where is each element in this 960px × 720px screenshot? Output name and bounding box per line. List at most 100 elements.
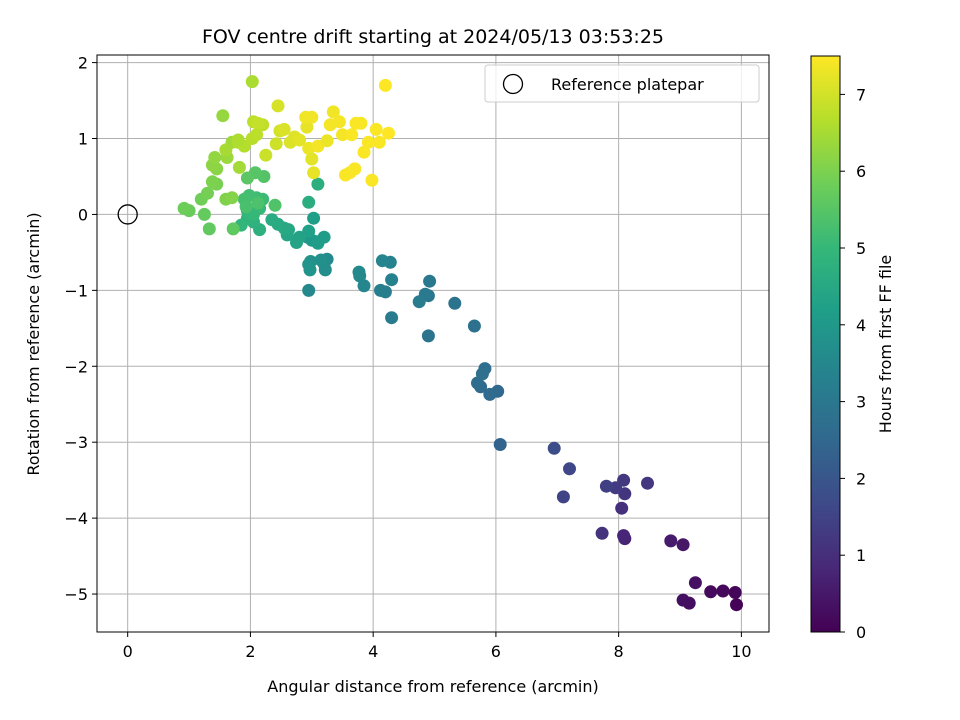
- y-tick-label: −4: [64, 509, 88, 528]
- data-point: [302, 195, 316, 209]
- data-point: [374, 283, 387, 297]
- data-point: [293, 133, 306, 147]
- data-point: [269, 137, 283, 151]
- data-point: [348, 162, 362, 176]
- data-point: [302, 224, 316, 238]
- data-point: [361, 135, 375, 149]
- colorbar-gradient: [810, 55, 841, 633]
- data-point: [704, 585, 718, 599]
- data-point: [307, 166, 321, 180]
- y-tick-label: 2: [78, 54, 88, 73]
- data-point: [641, 476, 654, 490]
- data-point: [369, 122, 383, 136]
- y-tick-label: −2: [64, 357, 88, 376]
- data-point: [372, 135, 386, 149]
- reference-platepar-marker: [117, 204, 138, 225]
- data-point: [618, 487, 632, 501]
- data-point: [352, 265, 366, 279]
- data-point: [676, 593, 690, 607]
- x-tick-label: 0: [123, 642, 133, 661]
- data-point: [423, 274, 437, 288]
- data-point: [303, 263, 317, 277]
- data-point: [300, 120, 314, 134]
- data-point: [259, 148, 273, 162]
- data-point: [375, 254, 389, 268]
- colorbar-tick-label: 7: [856, 85, 866, 104]
- data-point: [357, 279, 371, 293]
- colorbar-tick-label: 3: [856, 393, 866, 412]
- data-point: [202, 222, 216, 236]
- data-point: [357, 145, 371, 159]
- legend-entry-label: Reference platepar: [551, 75, 704, 94]
- data-point: [320, 134, 334, 148]
- data-point: [201, 186, 214, 200]
- data-point: [177, 201, 191, 215]
- data-point: [231, 133, 245, 147]
- colorbar-tick-label: 5: [856, 239, 866, 258]
- data-point: [475, 367, 489, 381]
- data-point: [599, 479, 613, 493]
- data-point: [232, 160, 246, 174]
- data-point: [239, 200, 253, 214]
- data-point: [226, 222, 240, 236]
- data-point: [385, 311, 399, 325]
- colorbar-tick-label: 1: [856, 546, 866, 565]
- data-point: [354, 116, 368, 130]
- data-point: [311, 236, 325, 250]
- data-point: [299, 110, 313, 124]
- grid-lines: [97, 55, 769, 632]
- x-tick-label: 8: [614, 642, 624, 661]
- data-point: [216, 109, 230, 123]
- data-point: [268, 198, 282, 212]
- data-point: [676, 538, 690, 552]
- data-point: [251, 196, 265, 210]
- colorbar-tick-label: 4: [856, 316, 866, 335]
- data-point: [563, 462, 576, 476]
- y-axis-label: Rotation from reference (arcmin): [24, 212, 43, 475]
- data-point: [240, 171, 254, 185]
- data-point: [318, 263, 332, 277]
- colorbar-ticks: 0 1 2 3 4 5 6 7: [840, 85, 866, 642]
- colorbar-tick-label: 6: [856, 162, 866, 181]
- data-point: [595, 526, 609, 540]
- data-point: [277, 122, 291, 136]
- y-tick-label: −3: [64, 433, 88, 452]
- x-axis-ticks: 0 2 4 6 8 10: [123, 632, 752, 661]
- data-point: [493, 438, 507, 451]
- y-axis-ticks: 2 1 0 −1 −2 −3 −4 −5: [64, 54, 97, 604]
- data-point: [483, 387, 497, 401]
- data-point: [556, 490, 570, 504]
- legend: Reference platepar: [484, 64, 760, 103]
- plot-frame: [96, 54, 770, 633]
- data-point: [251, 116, 265, 130]
- colorbar: 0 1 2 3 4 5 6 7 Hours from first FF file: [810, 55, 895, 642]
- data-point: [382, 126, 395, 140]
- colorbar-tick-label: 0: [856, 623, 866, 642]
- x-tick-label: 10: [731, 642, 751, 661]
- x-axis-label: Angular distance from reference (arcmin): [267, 677, 598, 696]
- y-tick-label: −5: [64, 585, 88, 604]
- data-point: [326, 105, 340, 119]
- data-point: [728, 586, 742, 599]
- y-tick-label: 0: [78, 205, 88, 224]
- data-point: [271, 99, 285, 113]
- data-point: [336, 128, 349, 142]
- data-point: [205, 175, 219, 189]
- colorbar-label: Hours from first FF file: [876, 255, 895, 434]
- data-point: [688, 576, 702, 590]
- data-point: [664, 534, 678, 548]
- x-tick-label: 6: [491, 642, 501, 661]
- data-point: [323, 118, 337, 132]
- data-point: [547, 441, 561, 455]
- data-point: [302, 283, 316, 297]
- data-point: [345, 128, 359, 142]
- data-point: [467, 319, 481, 333]
- data-point: [730, 598, 743, 612]
- data-point: [245, 75, 259, 89]
- y-tick-label: 1: [78, 130, 88, 149]
- data-point: [412, 295, 426, 309]
- x-tick-label: 2: [245, 642, 255, 661]
- data-point: [208, 151, 222, 164]
- legend-box: [484, 64, 760, 103]
